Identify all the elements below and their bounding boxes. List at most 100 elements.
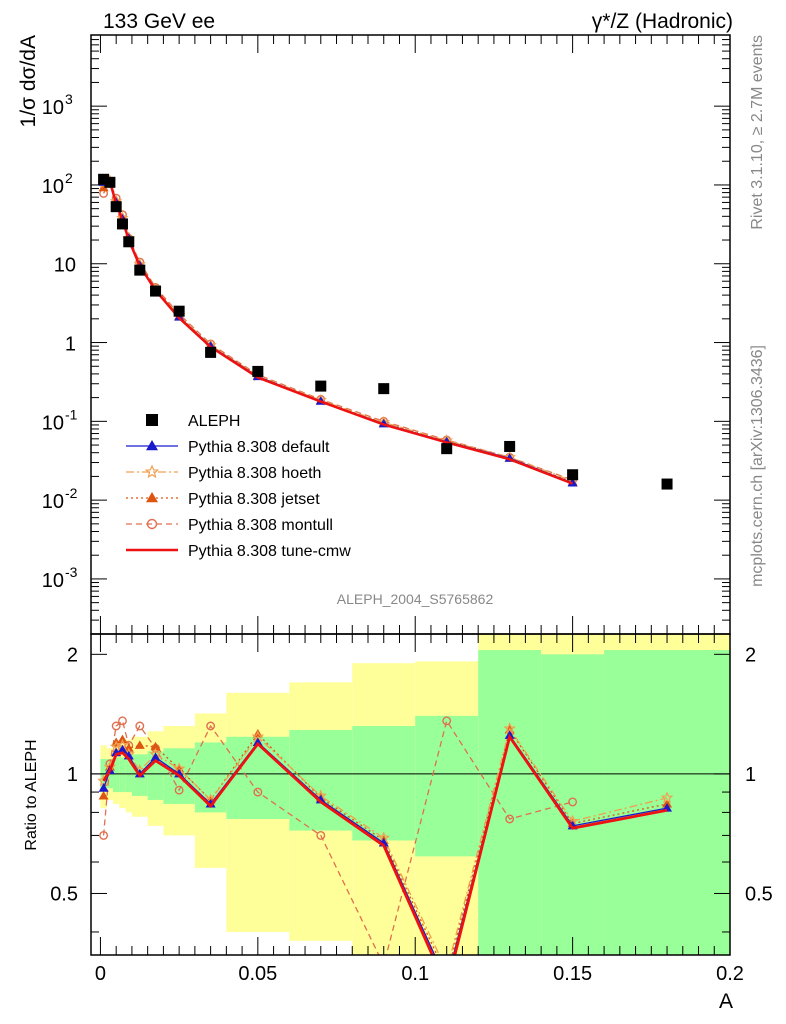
- band-inner: [415, 715, 479, 857]
- ratio-tick-label: 2: [745, 644, 756, 666]
- data-point: [441, 443, 453, 455]
- ratio-tick-label: 0.5: [50, 883, 78, 905]
- rivet-label: Rivet 3.1.10, ≥ 2.7M events: [749, 35, 766, 230]
- data-point: [252, 365, 264, 377]
- y-tick-label: 10: [42, 97, 64, 119]
- y-tick-label: 10: [42, 570, 64, 592]
- bottom-ylabel: Ratio to ALEPH: [23, 739, 40, 850]
- triangle-marker: [98, 783, 109, 792]
- circle-marker: [253, 787, 263, 797]
- mcplots-label: mcplots.cern.ch [arXiv:1306.3436]: [749, 345, 766, 587]
- band-inner: [478, 650, 542, 955]
- star-marker: [144, 464, 160, 479]
- circle-marker: [568, 797, 578, 807]
- data-point: [661, 478, 673, 490]
- y-tick-exponent: -1: [65, 406, 78, 422]
- ratio-tick-label: 0.5: [745, 883, 773, 905]
- y-tick-exponent: 2: [65, 170, 73, 186]
- x-tick-label: 0.15: [553, 963, 592, 985]
- triangle-marker: [117, 744, 128, 754]
- data-point: [104, 176, 116, 188]
- data-point: [504, 440, 516, 452]
- triangle-marker: [252, 737, 263, 746]
- circle-marker: [505, 814, 515, 824]
- y-tick-label: 10: [42, 176, 64, 198]
- analysis-label: ALEPH_2004_S5765862: [337, 591, 494, 607]
- data-point: [567, 469, 579, 481]
- top-frame: [90, 34, 731, 635]
- ratio-series: [97, 716, 674, 986]
- band-inner: [541, 654, 605, 955]
- x-tick-label: 0.2: [716, 963, 744, 985]
- top-ylabel: 1/σ dσ/dA: [17, 35, 40, 127]
- legend-label: Pythia 8.308 tune-cmw: [188, 543, 351, 560]
- star-marker: [660, 791, 674, 804]
- data-point: [98, 173, 110, 185]
- y-tick-label: 10: [42, 412, 64, 434]
- svg-text:1/σ dσ/dA: 1/σ dσ/dA: [17, 35, 40, 127]
- series-line-jetset: [103, 179, 573, 483]
- triangle-marker: [150, 752, 161, 761]
- bottom-frame: [90, 633, 731, 956]
- y-tick-exponent: -3: [65, 564, 78, 580]
- energy-label: 133 GeV ee: [103, 10, 215, 33]
- legend-label: Pythia 8.308 montull: [188, 517, 333, 534]
- ratio-line-montull: [102, 719, 573, 955]
- circle-marker: [118, 716, 127, 726]
- data-point: [378, 383, 390, 395]
- series-line-default: [103, 180, 573, 484]
- circle-marker: [380, 961, 388, 969]
- x-tick-label: 0: [95, 963, 106, 985]
- ratio-line-cmw: [102, 733, 668, 955]
- star-marker: [442, 966, 452, 975]
- data-point: [205, 346, 217, 358]
- svg-text:Ratio to ALEPH: Ratio to ALEPH: [23, 739, 40, 850]
- legend-label: ALEPH: [188, 413, 240, 430]
- legend: ALEPH Pythia 8.308 default Pythia 8.308 ho…: [126, 413, 351, 560]
- circle-marker: [316, 830, 326, 840]
- circle-marker: [442, 716, 452, 726]
- y-tick-label: 1: [65, 334, 76, 356]
- data-point: [150, 285, 162, 297]
- data-point: [146, 414, 158, 426]
- y-tick-exponent: 3: [65, 91, 73, 107]
- data-point: [116, 218, 128, 230]
- circle-marker: [174, 785, 184, 795]
- series-line-cmw: [103, 180, 574, 485]
- triangle-marker: [98, 182, 109, 192]
- series-line-hoeth: [103, 180, 573, 482]
- band-inner: [119, 757, 126, 793]
- x-axis-label: A: [719, 990, 733, 1013]
- ratio-tick-label: 1: [745, 764, 756, 786]
- band-inner: [113, 757, 120, 793]
- y-tick-exponent: -2: [65, 485, 78, 501]
- ratio-tick-label: 2: [67, 644, 78, 666]
- bottom-axis: 0 0.05 0.1 0.15 0.2 0.5 0.5 1 1 2 2: [50, 634, 773, 985]
- series-line-montull: [103, 179, 573, 481]
- triangle-marker: [146, 440, 158, 451]
- data-point: [315, 380, 327, 392]
- data-point: [134, 264, 146, 276]
- band-inner: [125, 757, 132, 793]
- band-inner: [352, 725, 416, 841]
- x-tick-label: 0.1: [401, 963, 429, 985]
- process-label: γ*/Z (Hadronic): [592, 10, 733, 33]
- data-point: [123, 236, 135, 248]
- ratio-tick-label: 1: [67, 764, 78, 786]
- triangle-marker: [146, 492, 158, 503]
- data-point: [173, 305, 185, 317]
- triangle-marker: [442, 971, 452, 980]
- circle-marker: [206, 721, 216, 731]
- data-point: [110, 201, 122, 213]
- y-tick-label: 10: [42, 491, 64, 513]
- legend-label: Pythia 8.308 hoeth: [188, 465, 321, 482]
- triangle-marker: [98, 790, 109, 800]
- triangle-marker: [567, 477, 578, 487]
- triangle-marker: [442, 977, 452, 986]
- legend-label: Pythia 8.308 jetset: [188, 491, 320, 508]
- legend-label: Pythia 8.308 default: [188, 439, 330, 456]
- x-tick-label: 0.05: [238, 963, 277, 985]
- triangle-marker: [134, 740, 145, 749]
- circle-marker: [111, 721, 121, 731]
